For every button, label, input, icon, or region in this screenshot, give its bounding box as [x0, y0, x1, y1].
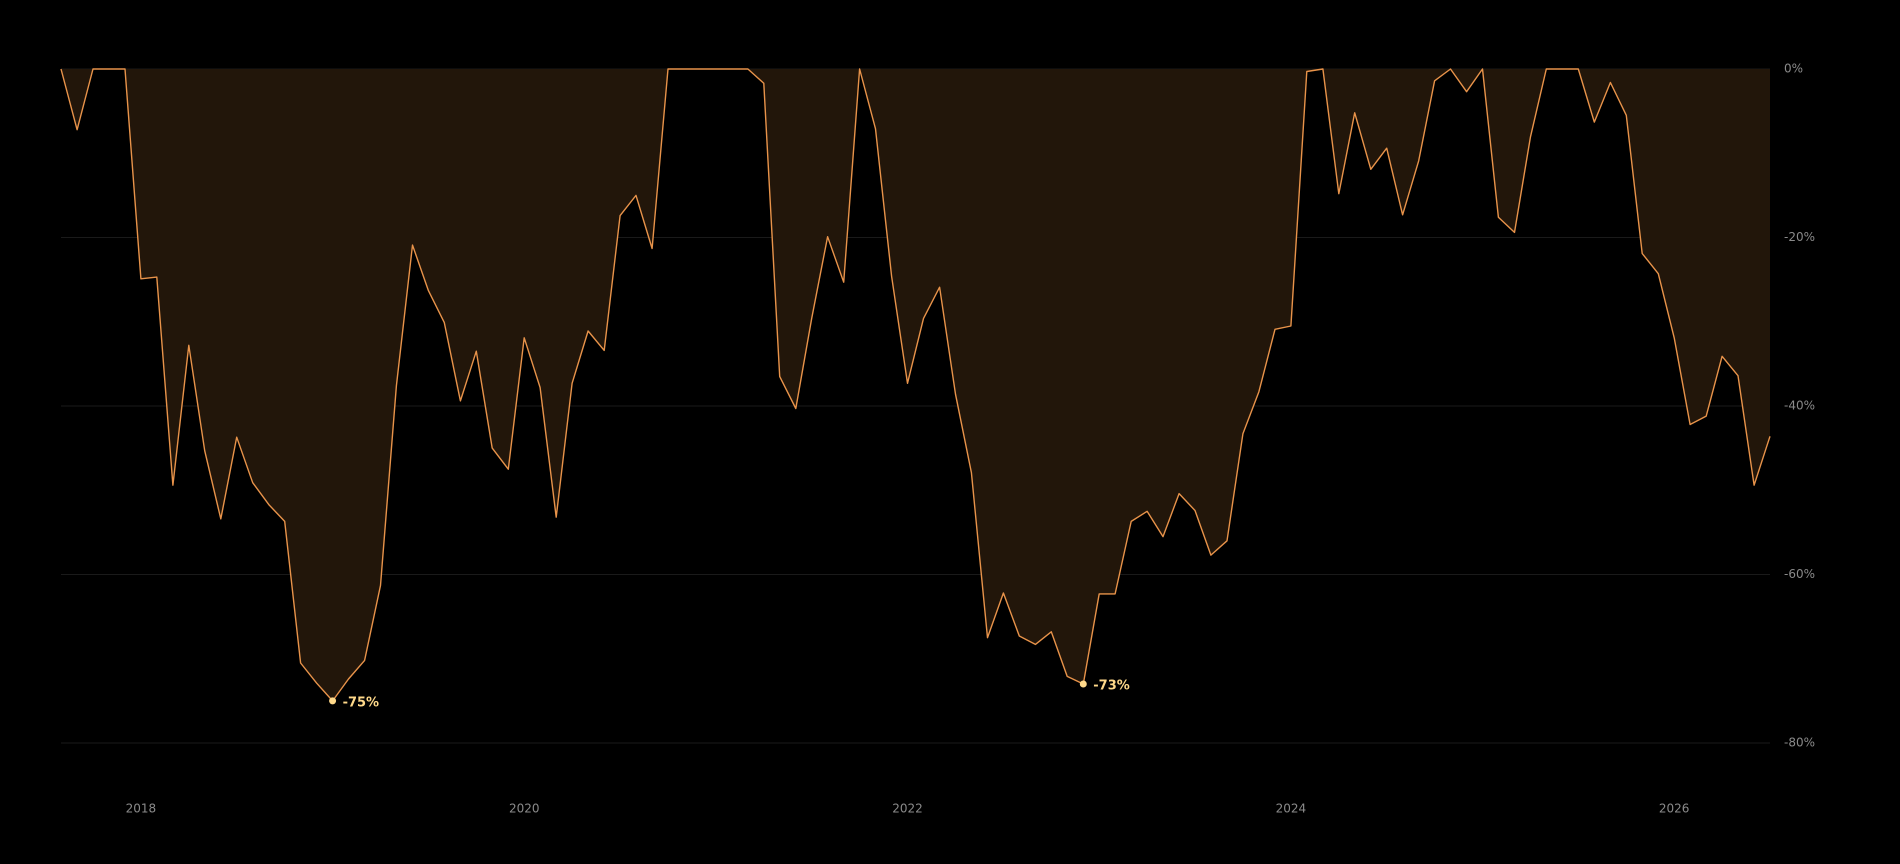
drawdown-line [60, 68, 1771, 702]
y-tick-label: -60% [1784, 567, 1815, 581]
y-tick-label: -20% [1784, 230, 1815, 244]
trough-marker [329, 697, 337, 705]
trough-marker [1079, 680, 1087, 688]
x-tick-label: 2024 [1276, 802, 1307, 816]
x-tick-label: 2026 [1659, 802, 1690, 816]
y-tick-label: -80% [1784, 736, 1815, 750]
trough-label: -73% [1093, 679, 1130, 694]
area-fill [61, 69, 1770, 701]
x-tick-label: 2018 [126, 802, 157, 816]
y-tick-label: -40% [1784, 399, 1815, 413]
y-tick-label: 0% [1784, 62, 1803, 76]
trough-label: -75% [343, 695, 380, 710]
x-tick-label: 2020 [509, 802, 540, 816]
x-tick-label: 2022 [892, 802, 923, 816]
